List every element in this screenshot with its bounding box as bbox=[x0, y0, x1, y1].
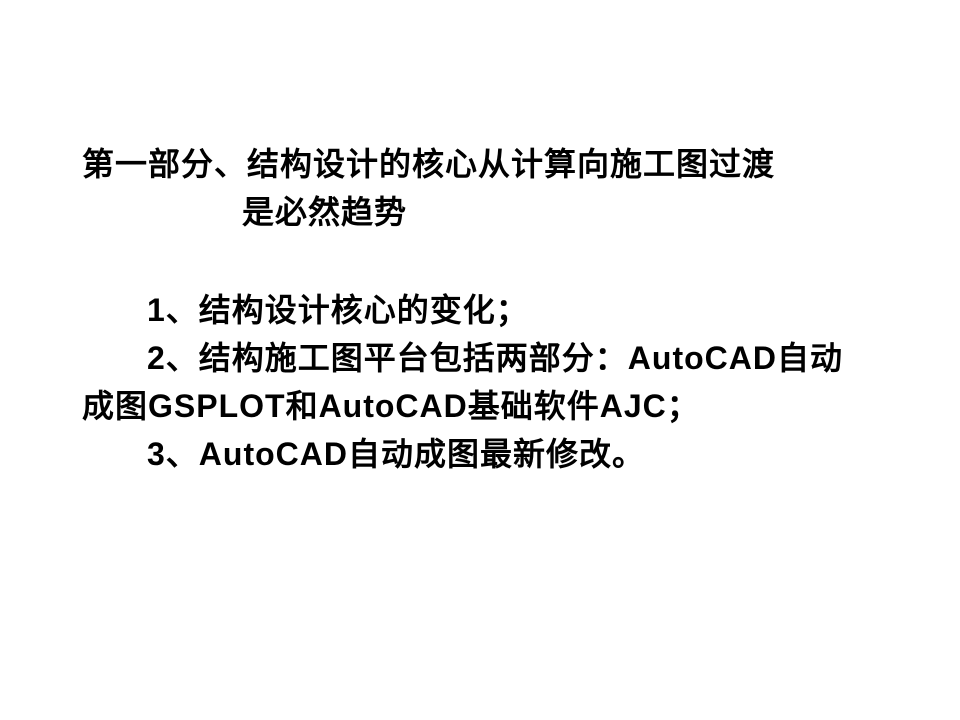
document-content: 第一部分、结构设计的核心从计算向施工图过渡 是必然趋势 1、结构设计核心的变化；… bbox=[0, 0, 960, 478]
list-item-1: 1、结构设计核心的变化； bbox=[82, 286, 900, 334]
title-line-1: 第一部分、结构设计的核心从计算向施工图过渡 bbox=[82, 140, 900, 188]
section-title: 第一部分、结构设计的核心从计算向施工图过渡 是必然趋势 bbox=[82, 140, 900, 236]
list-item-2-line-2: 成图GSPLOT和AutoCAD基础软件AJC； bbox=[82, 382, 900, 430]
list-item-3: 3、AutoCAD自动成图最新修改。 bbox=[82, 430, 900, 478]
title-line-2: 是必然趋势 bbox=[82, 188, 900, 236]
list-item-2-line-1: 2、结构施工图平台包括两部分：AutoCAD自动 bbox=[82, 334, 900, 382]
